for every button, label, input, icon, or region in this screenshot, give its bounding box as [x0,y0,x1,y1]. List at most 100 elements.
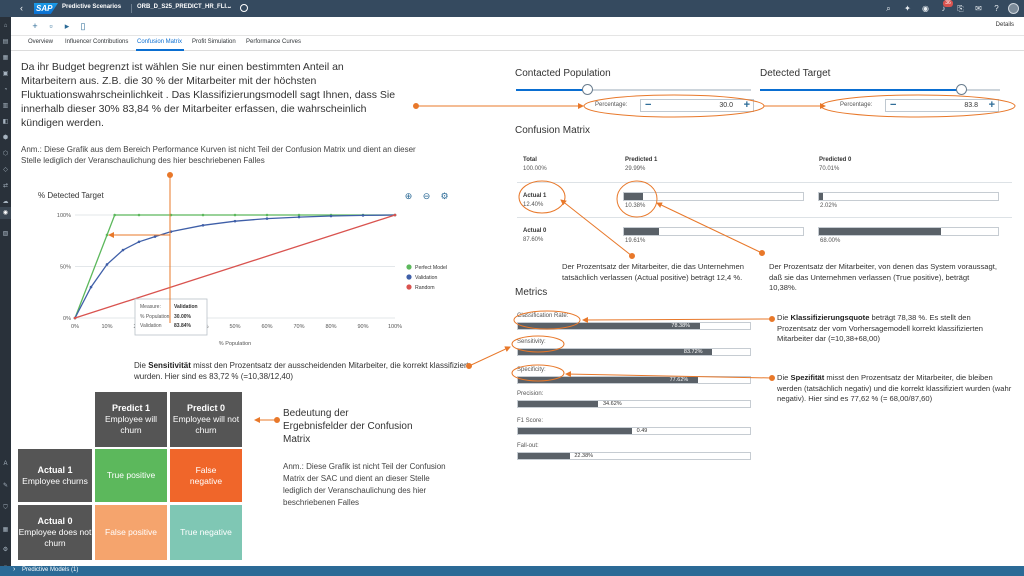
cell-a0p1-bar [623,227,804,236]
avatar[interactable] [1008,3,1019,14]
data-icon[interactable]: ⬡ [2,151,9,157]
cell-a0p0-bar [818,227,999,236]
detected-slider-handle[interactable] [956,84,968,95]
increment-icon[interactable]: + [988,99,995,111]
metric-value: 83.72% [683,349,703,355]
series-point [233,219,237,223]
tab-performance-curves[interactable]: Performance Curves [246,39,302,45]
tooltip-box [134,298,208,336]
matrix-true-positive: True positive [95,449,167,502]
modeler-icon[interactable]: ⬢ [2,135,9,141]
location-icon[interactable]: ◉ [922,4,929,13]
series-point [329,214,333,218]
stories-icon[interactable]: ▥ [2,103,9,109]
true-positive-label: True positive [106,470,156,480]
active-tab-indicator [136,49,184,51]
matrix-header-actual1: Actual 1 Employee churns [18,449,92,502]
delete-icon[interactable]: ▯ [80,21,86,31]
true-negative-label: True negative [180,527,232,537]
total-label: Total [523,157,537,163]
back-icon[interactable]: ‹ [20,3,23,13]
analytics-icon[interactable]: ◧ [2,119,9,125]
home-icon[interactable]: ⌂ [3,23,8,29]
details-link[interactable]: Details [995,22,1014,28]
series-point [137,240,141,244]
files-icon[interactable]: ▤ [2,39,9,45]
browse-icon[interactable]: ▣ [2,71,9,77]
metric-label: Precision: [517,391,544,397]
search-icon[interactable]: ⌕ [886,4,891,13]
tooltip-row-label: Validation [140,323,162,329]
footer-label[interactable]: Predictive Models (1) [22,567,79,573]
series-point [265,213,269,217]
tab-profit-simulation[interactable]: Profit Simulation [192,39,236,45]
series-line [74,214,395,319]
text-icon[interactable]: A [3,461,8,467]
document-title[interactable]: ORB_D_S25_PREDICT_HR_FLI... [137,4,232,10]
divider [517,217,1012,218]
x-tick-label: 80% [325,324,336,330]
shield-icon[interactable]: ⛉ [3,505,8,511]
save-icon[interactable]: ▫ [49,21,53,31]
footer-bar[interactable]: › Predictive Models (1) [0,566,1024,576]
predict1-subtitle: Employee will churn [105,414,157,435]
matrix-header-actual0: Actual 0 Employee does not churn [18,505,92,560]
actual1-label: Actual 1 [523,193,547,199]
chevron-right-icon[interactable]: › [13,566,16,573]
grid-icon[interactable]: ▦ [2,527,9,533]
y-tick-label: 100% [57,213,71,219]
specificity-annotation: Die Spezifität misst den Prozentsatz der… [777,373,1012,403]
chart-settings-icon[interactable]: ⚙ [440,191,449,201]
contacted-population-title: Contacted Population [515,68,611,79]
cell-a0p1-fill [624,228,660,235]
tab-influencer-contributions[interactable]: Influencer Contributions [65,39,129,45]
calendar-icon[interactable]: ▦ [2,55,9,61]
metric-value: 77.62% [669,377,689,383]
decrement-icon[interactable]: − [645,99,652,111]
zoom-in-icon[interactable]: ⊕ [404,191,413,201]
metric-bar: 78.38% [517,322,751,330]
contacted-slider-handle[interactable] [581,84,593,95]
predictive-icon[interactable]: ◉ [2,210,9,216]
x-tick-label: 10% [101,324,112,330]
metric-label: Specificity: [517,367,546,373]
actual1-title: Actual 1 [37,464,73,475]
chevron-down-icon[interactable]: ⌄ [227,4,233,10]
connections-icon[interactable]: ◇ [3,167,8,173]
contacted-slider-track[interactable] [516,89,751,91]
share-icon[interactable]: ⎘ [957,4,964,13]
increment-icon[interactable]: + [743,99,750,111]
intro-paragraph: Da ihr Budget begrenzt ist wählen Sie nu… [21,61,396,129]
app-title[interactable]: Predictive Scenarios [62,4,122,10]
contacted-percentage-value[interactable]: 30.0 [719,102,733,109]
detected-percentage-value[interactable]: 83.8 [964,102,978,109]
tab-overview[interactable]: Overview [28,39,54,45]
detected-percentage-stepper[interactable]: − 83.8 + [885,99,999,112]
tab-confusion-matrix[interactable]: Confusion Matrix [137,39,183,45]
cell-a0p1-value: 19.61% [625,238,646,244]
detected-slider-fill [760,89,962,91]
train-icon[interactable]: ▸ [64,21,70,31]
status-icon[interactable] [240,4,248,12]
cloud-icon[interactable]: ☁ [2,199,9,205]
lightbulb-icon[interactable]: ✦ [904,4,911,13]
add-icon[interactable]: + [32,21,38,31]
settings-icon[interactable]: ⚙ [2,547,9,553]
zoom-out-icon[interactable]: ⊖ [422,191,431,201]
insight-icon[interactable]: ◔ [3,87,8,93]
tooltip-row-value: 30.00% [174,314,192,320]
decrement-icon[interactable]: − [890,99,897,111]
y-tick-label: 0% [63,316,71,322]
bell-icon[interactable]: ♪ [941,4,946,13]
total-value: 100.00% [523,166,547,172]
contacted-slider-fill [516,89,587,91]
transfer-icon[interactable]: ⇄ [2,183,9,189]
metric-bar-fill [518,377,699,383]
series-point [121,248,125,252]
catalog-icon[interactable]: ▧ [2,231,9,237]
series-point [137,213,141,217]
help-icon[interactable]: ? [994,4,999,13]
pen-icon[interactable]: ✎ [2,483,9,489]
contacted-percentage-stepper[interactable]: − 30.0 + [640,99,754,112]
message-icon[interactable]: ✉ [975,4,982,13]
